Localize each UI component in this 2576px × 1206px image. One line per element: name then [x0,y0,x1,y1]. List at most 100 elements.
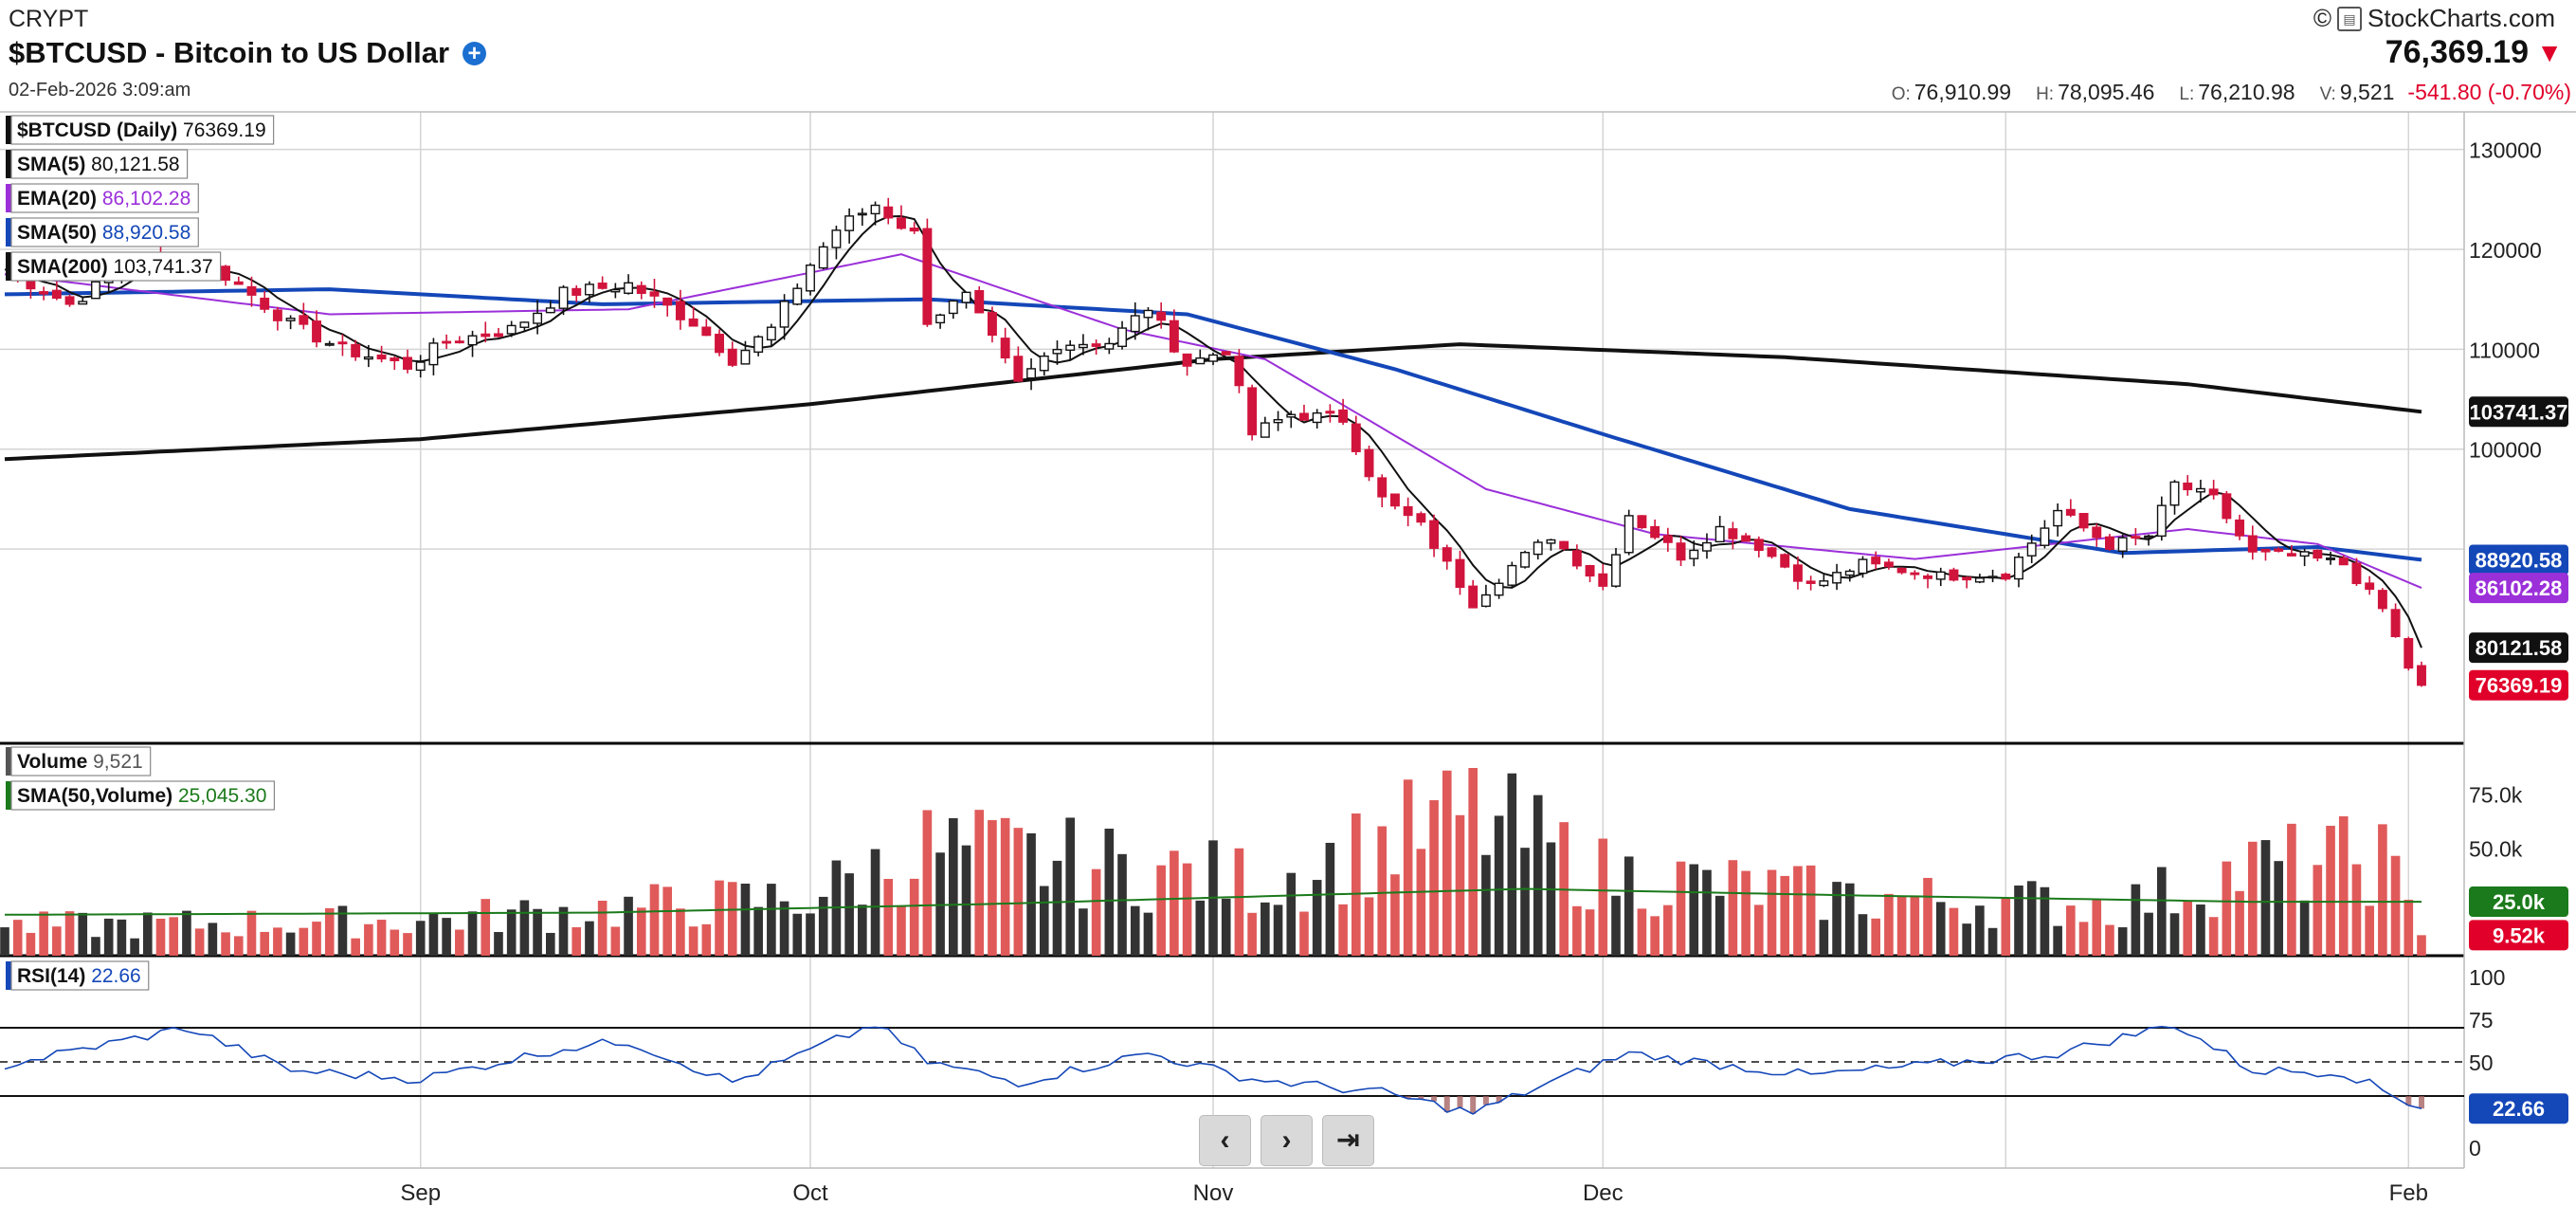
candle-down [272,309,282,321]
volume-tag: 25.0k [2493,890,2546,914]
volume-bar [740,883,751,956]
volume-bar [597,901,608,956]
volume-tag: 9.52k [2493,923,2546,947]
ohlc-bar: O: 76,910.99 H: 78,095.46 L: 76,210.98 V: 9,… [1892,80,2571,105]
candle-up [2156,504,2167,538]
volume-bar [1312,880,1322,956]
volume-bar [1676,861,1686,956]
candle-down [2247,535,2258,553]
volume-bar [1884,893,1894,956]
candle-down [1650,525,1660,539]
volume-tag-bg [2469,920,2568,951]
volume-bar [2144,912,2153,956]
candle-down [987,312,997,337]
candle-down [2065,508,2076,516]
scroll-right-button[interactable]: › [1261,1115,1313,1166]
volume-bar [390,929,400,956]
price-tag: 88920.58 [2476,548,2563,572]
volume-bar [12,920,23,956]
volume-bar [1013,828,1024,956]
volume-bar [1234,848,1244,956]
panel-frames [0,111,2576,1169]
volume-bar [897,905,906,956]
candle-down [337,341,348,345]
volume-bar [2092,899,2102,956]
candle-down [1429,520,1440,549]
price-tag-bg [2469,632,2568,664]
candle-down [1753,539,1764,552]
candle-down [1637,515,1647,529]
volume-label: V: [2319,84,2336,104]
candle-up [2117,537,2128,552]
volume-bar [1221,898,1231,956]
candle-up [844,215,855,231]
rsi-panel [0,1025,2464,1115]
value-tags: 103741.37 88920.58 86102.28 80121.58 76369.1… [2469,396,2568,1124]
candle-down [1377,477,1388,498]
price-tick-label: 120000 [2469,238,2542,263]
volume-bar [1714,895,1725,956]
volume-bar [1130,905,1140,956]
candle-down [260,297,270,310]
low-label: L: [2179,84,2195,104]
volume-bar [351,938,360,956]
scroll-left-button[interactable]: ‹ [1199,1115,1251,1166]
candle-down [727,348,737,366]
candle-down [1792,564,1803,582]
candle-down [51,289,62,300]
volume-bar [1896,896,1907,956]
candle-down [2092,526,2102,539]
candle-down [897,217,906,229]
scroll-to-end-button[interactable]: ⇥ [1322,1115,1374,1166]
candle-down [2313,549,2323,559]
high-value: 78,095.46 [2058,80,2155,104]
volume-bar [1000,817,1010,956]
candle-down [2365,582,2375,591]
candle-up [363,356,373,360]
copyright-icon: © [2313,4,2332,32]
rsi-oversold-fill [1443,1096,1450,1113]
low-value: 76,210.98 [2198,80,2295,104]
candle-up [1260,422,1270,438]
volume-bar [1195,900,1206,956]
volume-bar [779,901,789,956]
volume-tag-bg [2469,886,2568,918]
volume-tick-label: 75.0k [2469,782,2523,807]
volume-bar [2053,925,2062,956]
stockcharts-logo-icon: ▤ [2337,6,2363,31]
volume-bar [1949,907,1959,956]
grid-lines [0,112,2464,1168]
volume-bar [806,913,815,956]
volume-bar [1325,842,1335,956]
rsi-tick-label: 75 [2469,1008,2494,1032]
add-symbol-plus-icon[interactable]: + [463,41,487,65]
volume-bar [1910,896,1920,956]
volume-bar [1844,883,1855,956]
candle-down [221,265,231,282]
candle-down [2235,519,2245,537]
volume-bar [285,932,296,956]
volume-bar [1805,865,1816,956]
price-legend-label: $BTCUSD (Daily) 76369.19 [17,119,266,141]
candle-up [610,288,621,293]
volume-bar [2014,885,2023,956]
candle-up [1312,411,1322,424]
candle-up [519,321,530,328]
volume-bar [1624,856,1634,956]
candle-up [766,326,776,341]
volume-bar [506,909,517,956]
candle-up [624,282,634,294]
candle-down [1662,535,1673,543]
page-title: $BTCUSD - Bitcoin to US Dollar + [9,36,487,70]
candle-down [1676,542,1686,561]
volume-bar [610,926,621,956]
candle-up [1858,558,1868,575]
volume-value: 9,521 [2339,80,2395,104]
candle-up [2326,557,2335,560]
candle-down [1403,505,1413,517]
volume-legend-swatch [6,747,11,776]
candle-down [1156,311,1167,321]
candle-down [390,357,400,362]
candle-down [2417,665,2426,686]
